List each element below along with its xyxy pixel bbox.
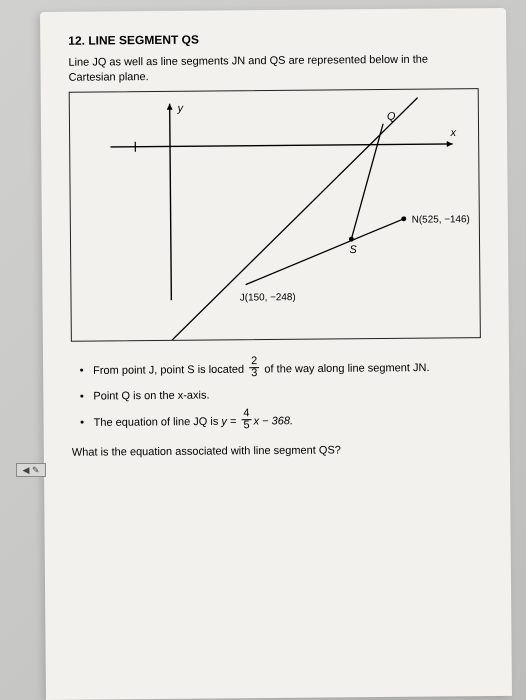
bullet-text: The equation of line JQ is: [94, 415, 219, 428]
page-marker-icon: ◀ ✎: [16, 463, 46, 477]
fraction: 2 3: [249, 356, 259, 379]
fraction-numerator: 2: [249, 356, 259, 368]
cartesian-diagram: y x Q N(525, −146) S J(150, −248): [70, 89, 480, 341]
fraction: 4 5: [241, 408, 251, 431]
title-segment: QS: [182, 33, 199, 47]
title-prefix: LINE SEGMENT: [88, 33, 178, 48]
svg-text:N(525, −146): N(525, −146): [412, 214, 470, 226]
svg-text:S: S: [349, 244, 357, 256]
diagram-container: y x Q N(525, −146) S J(150, −248): [69, 88, 481, 342]
bullet-item: Point Q is on the x-axis.: [93, 383, 481, 407]
question-heading: 12. LINE SEGMENT QS: [68, 30, 478, 48]
fraction-denominator: 3: [249, 368, 259, 379]
svg-text:J(150, −248): J(150, −248): [240, 292, 296, 303]
equation-text: x − 368.: [254, 415, 294, 427]
bullet-text: of the way along line segment JN.: [264, 362, 429, 375]
bullet-item: The equation of line JQ is y = 4 5 x − 3…: [93, 408, 481, 434]
fraction-denominator: 5: [241, 420, 251, 431]
bullet-item: From point J, point S is located 2 3 of …: [93, 356, 481, 382]
question-number: 12.: [68, 34, 85, 48]
bullet-text: Point Q is on the x-axis.: [93, 389, 209, 402]
bullet-text: From point J, point S is located: [93, 363, 244, 376]
equation-eq: =: [227, 415, 240, 427]
svg-text:y: y: [177, 102, 184, 114]
equation-post: x − 368.: [254, 415, 294, 427]
bullet-list: From point J, point S is located 2 3 of …: [71, 356, 482, 434]
svg-text:x: x: [450, 127, 457, 139]
svg-text:Q: Q: [387, 110, 396, 122]
final-question: What is the equation associated with lin…: [72, 443, 482, 459]
intro-text: Line JQ as well as line segments JN and …: [68, 52, 468, 85]
fraction-numerator: 4: [241, 408, 251, 420]
